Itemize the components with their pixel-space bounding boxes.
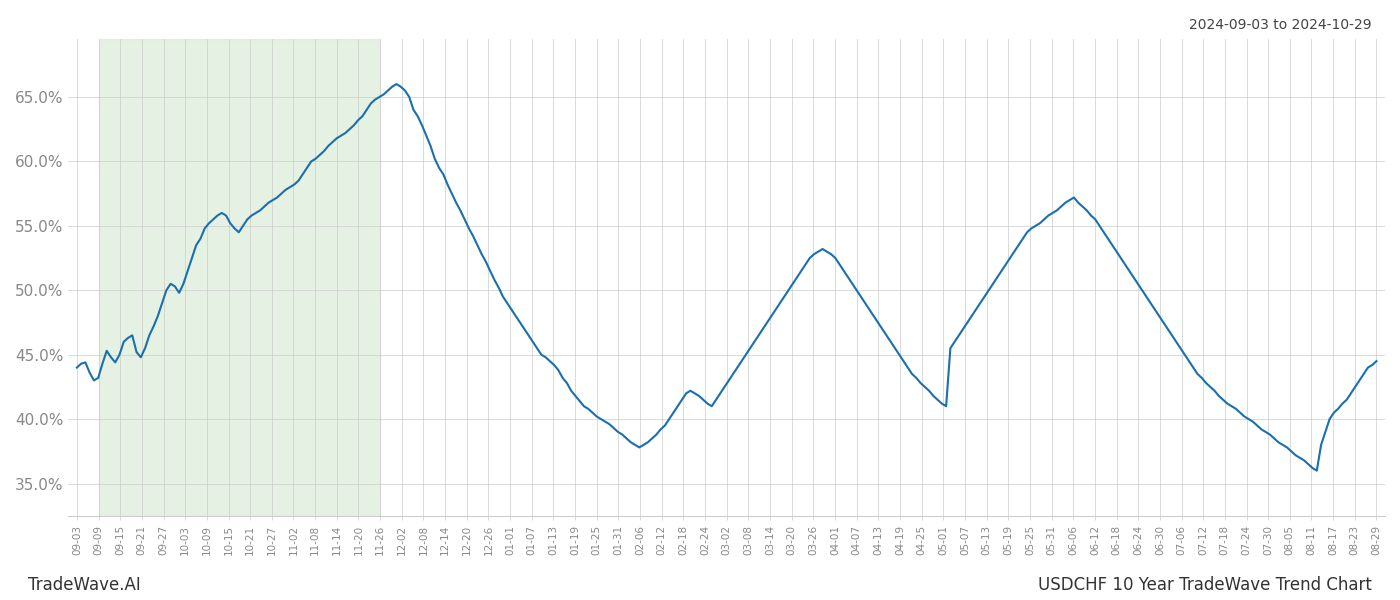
Bar (98, 39, 381, 516)
Text: TradeWave.AI: TradeWave.AI (28, 576, 141, 594)
Text: USDCHF 10 Year TradeWave Trend Chart: USDCHF 10 Year TradeWave Trend Chart (1039, 576, 1372, 594)
Text: 2024-09-03 to 2024-10-29: 2024-09-03 to 2024-10-29 (1190, 18, 1372, 32)
